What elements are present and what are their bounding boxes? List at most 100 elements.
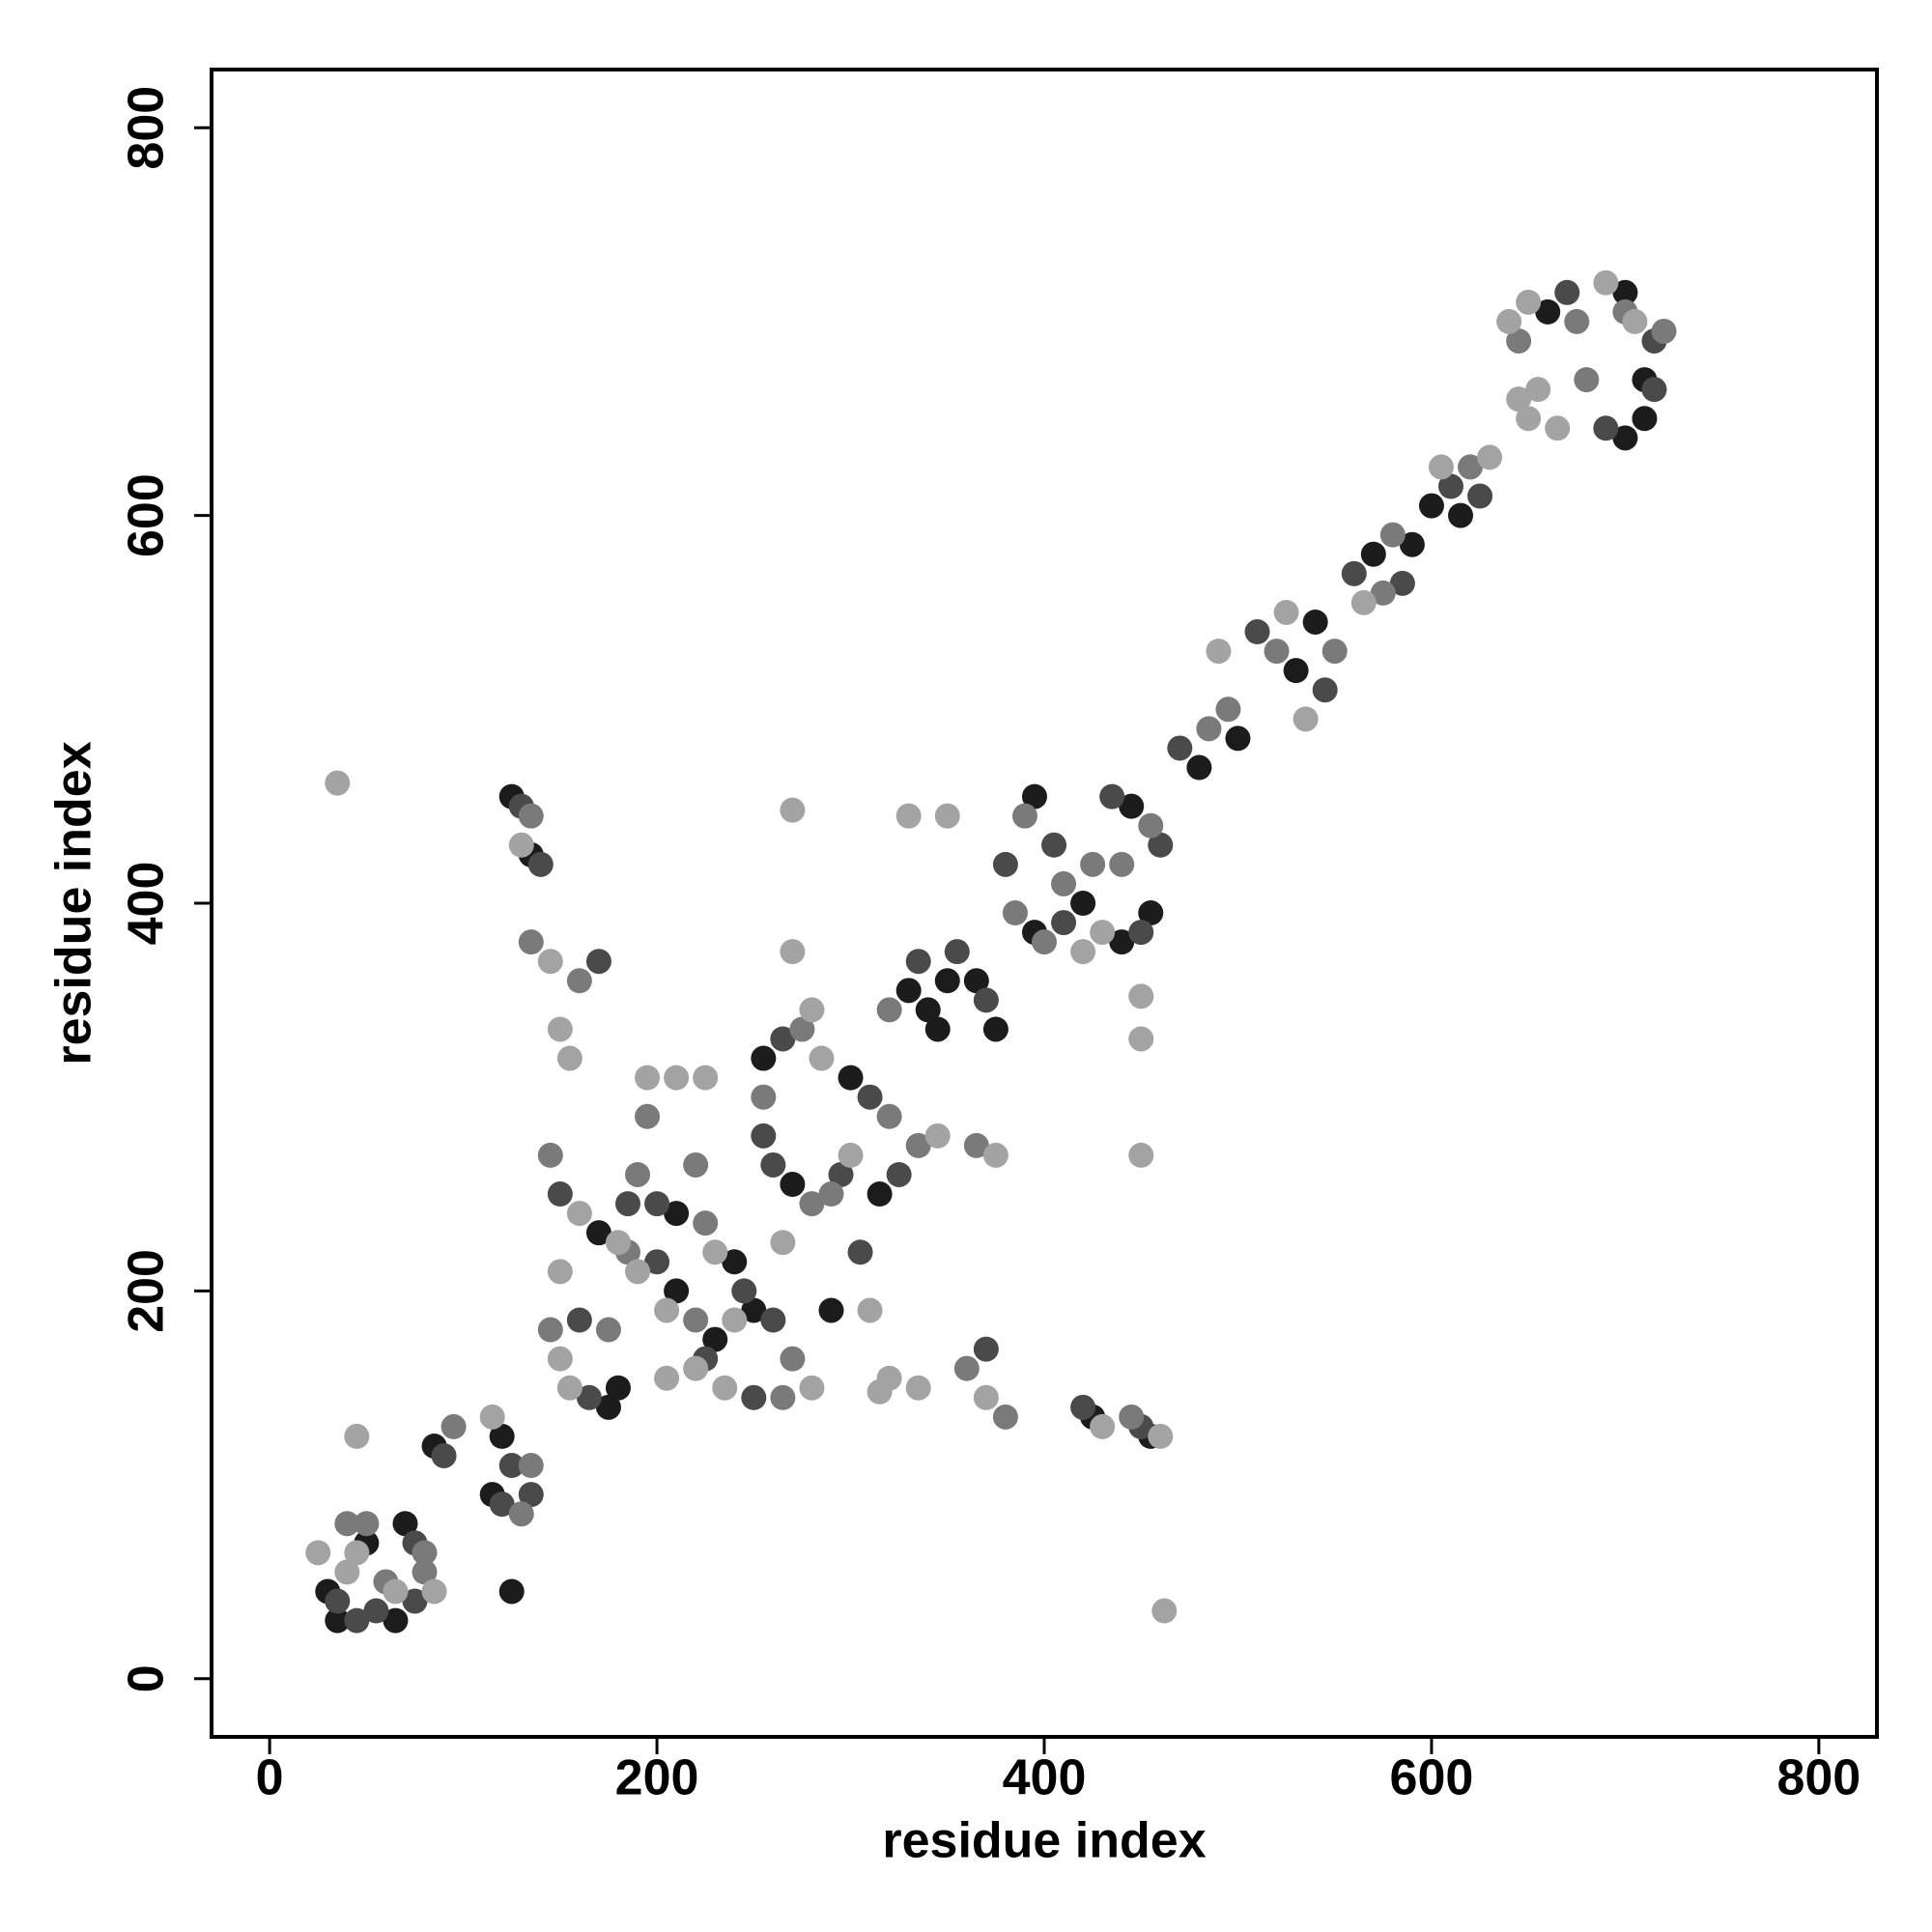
point <box>1225 725 1251 752</box>
point <box>518 803 544 829</box>
point <box>973 987 999 1013</box>
x-tick-label: 400 <box>1003 1750 1087 1806</box>
point <box>780 797 806 823</box>
point <box>780 1172 806 1198</box>
point <box>518 929 544 955</box>
x-tick-label: 800 <box>1776 1750 1861 1806</box>
point <box>905 1132 931 1158</box>
point <box>1138 900 1164 926</box>
point <box>1458 454 1484 480</box>
point <box>605 1375 631 1401</box>
point <box>498 1578 525 1605</box>
point <box>876 997 902 1023</box>
point <box>635 1103 661 1129</box>
point <box>1021 783 1047 810</box>
point <box>1119 1404 1145 1430</box>
point <box>402 1588 428 1614</box>
point <box>731 1278 757 1304</box>
point <box>1554 279 1580 305</box>
point <box>479 1404 505 1430</box>
point <box>412 1559 438 1585</box>
point <box>1128 1026 1154 1052</box>
point <box>547 1181 573 1208</box>
point <box>1641 377 1667 403</box>
y-tick-label: 200 <box>119 1249 175 1333</box>
point <box>344 1607 370 1634</box>
point <box>1080 851 1106 877</box>
point <box>585 1220 611 1246</box>
point <box>712 1375 738 1401</box>
point <box>1090 920 1116 946</box>
point <box>431 1442 457 1468</box>
y-tick-label: 0 <box>119 1664 175 1692</box>
point <box>799 997 825 1023</box>
point <box>693 1210 719 1236</box>
point <box>1312 677 1338 703</box>
point <box>702 1239 728 1265</box>
point <box>799 1191 825 1217</box>
point <box>1632 406 1658 432</box>
point <box>895 978 922 1004</box>
point <box>1506 327 1532 354</box>
point <box>1109 929 1135 955</box>
point <box>924 1122 951 1149</box>
point <box>518 1482 544 1508</box>
x-tick-label: 200 <box>615 1750 699 1806</box>
point <box>1051 910 1077 936</box>
point <box>1283 658 1309 684</box>
point <box>1612 279 1638 305</box>
point <box>440 1413 467 1439</box>
point <box>1041 832 1067 858</box>
point <box>780 939 806 965</box>
point <box>392 1511 418 1537</box>
point <box>867 1181 893 1208</box>
point <box>847 1239 873 1265</box>
point <box>1574 367 1600 393</box>
point <box>722 1249 748 1275</box>
point <box>1496 308 1522 334</box>
point <box>770 1230 796 1256</box>
point <box>683 1151 709 1178</box>
point <box>818 1181 844 1208</box>
point <box>576 1384 602 1410</box>
point <box>344 1540 370 1566</box>
point <box>1244 619 1270 645</box>
point <box>537 1317 563 1343</box>
point <box>654 1365 680 1391</box>
point <box>1467 483 1493 509</box>
point <box>1593 270 1619 296</box>
point <box>354 1511 380 1537</box>
point <box>992 851 1018 877</box>
point <box>664 1201 690 1227</box>
point <box>1128 983 1154 1009</box>
point <box>789 1016 815 1042</box>
point <box>1215 696 1241 723</box>
point <box>751 1122 777 1149</box>
point <box>683 1355 709 1381</box>
point <box>770 1384 796 1410</box>
point <box>383 1607 409 1634</box>
point <box>1525 377 1551 403</box>
point <box>924 1016 951 1042</box>
point <box>934 968 960 994</box>
point <box>518 1453 544 1479</box>
point <box>963 968 989 994</box>
point <box>334 1511 360 1537</box>
point <box>305 1540 331 1566</box>
point <box>644 1249 670 1275</box>
y-tick-label: 800 <box>119 86 175 170</box>
point <box>1418 493 1444 519</box>
point <box>857 1084 883 1110</box>
point <box>1564 308 1590 334</box>
point <box>915 997 941 1023</box>
point <box>760 1151 786 1178</box>
point <box>334 1559 360 1585</box>
point <box>1389 570 1415 596</box>
point <box>654 1297 680 1323</box>
point <box>973 1384 999 1410</box>
point <box>547 1016 573 1042</box>
point <box>344 1423 370 1449</box>
point <box>905 949 931 975</box>
point <box>838 1142 864 1168</box>
